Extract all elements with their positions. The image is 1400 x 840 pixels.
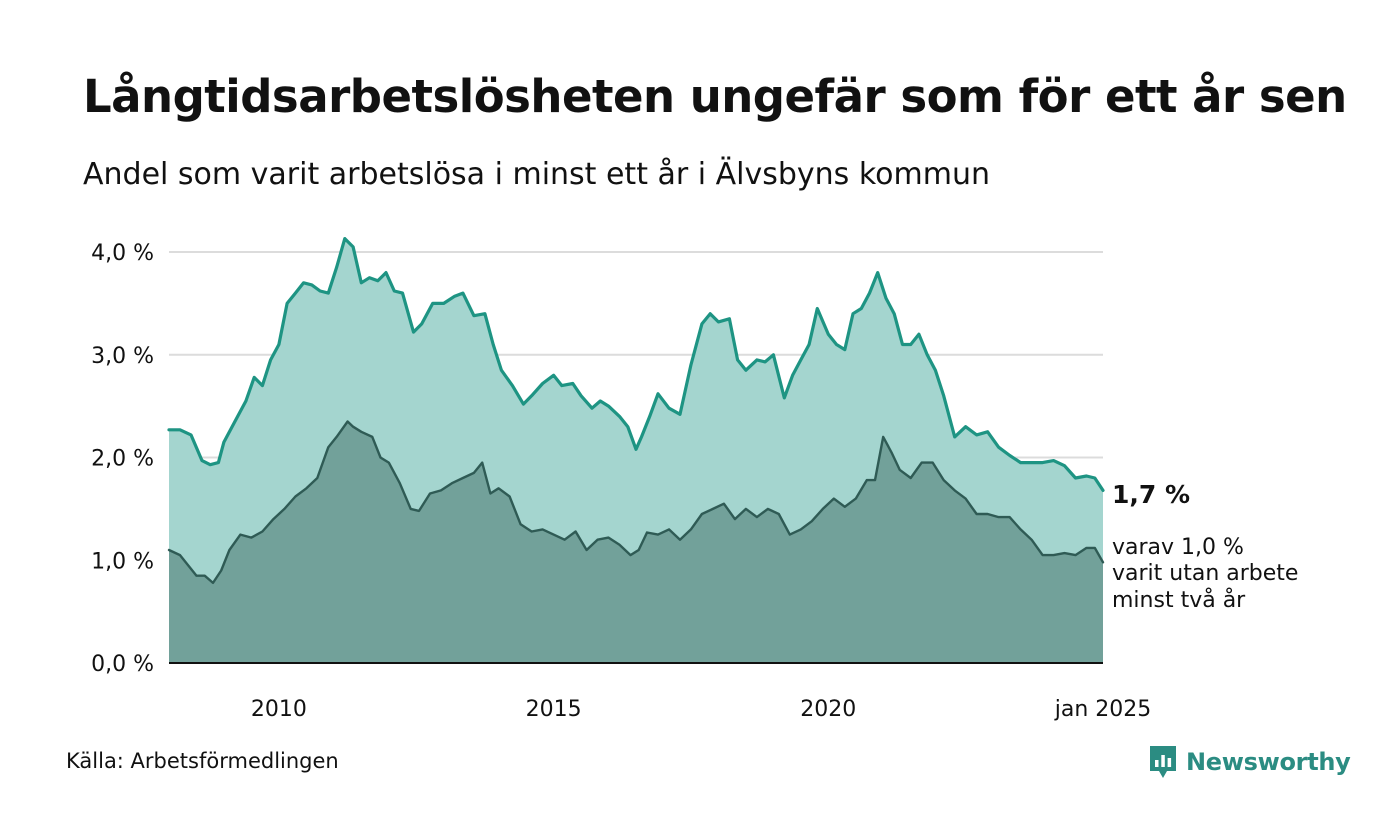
chart-subtitle: Andel som varit arbetslösa i minst ett å…: [83, 157, 990, 192]
x-tick-label: 2015: [526, 697, 582, 722]
x-tick-label: 2020: [800, 697, 856, 722]
end-label-long-line2: varit utan arbete: [1112, 561, 1298, 586]
line-total: [167, 237, 1105, 492]
chart-title: Långtidsarbetslösheten ungefär som för e…: [83, 70, 1347, 123]
y-tick-label: 4,0 %: [91, 241, 154, 266]
end-label-total: 1,7 %: [1112, 480, 1190, 509]
y-tick-label: 0,0 %: [91, 652, 154, 677]
end-label-long-line3: minst två år: [1112, 587, 1246, 613]
x-axis-ticks: 2010 2015 2020 jan 2025: [251, 697, 1151, 722]
y-tick-label: 1,0 %: [91, 549, 154, 574]
area-long-term: [169, 421, 1103, 663]
y-axis-ticks: 0,0 % 1,0 % 2,0 % 3,0 % 4,0 %: [91, 241, 154, 677]
series-lines: [167, 237, 1105, 585]
brand-name: Newsworthy: [1186, 748, 1351, 776]
end-label-long-line1: varav 1,0 %: [1112, 535, 1244, 560]
brand-logo: Newsworthy: [1148, 744, 1351, 780]
x-tick-label: 2010: [251, 697, 307, 722]
y-tick-label: 2,0 %: [91, 447, 154, 472]
x-tick-label: jan 2025: [1054, 697, 1152, 722]
line-long-term: [167, 420, 1105, 585]
newsworthy-logo-icon: [1150, 746, 1176, 778]
source-note: Källa: Arbetsförmedlingen: [66, 749, 339, 773]
y-tick-label: 3,0 %: [91, 344, 154, 369]
